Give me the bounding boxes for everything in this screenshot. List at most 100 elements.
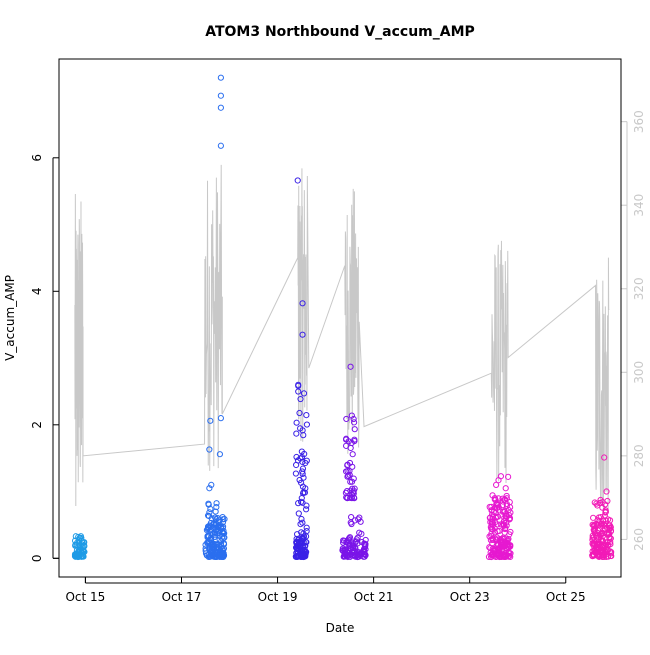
data-point bbox=[605, 529, 612, 536]
data-point bbox=[490, 521, 497, 528]
data-point bbox=[206, 485, 213, 492]
data-point bbox=[293, 453, 300, 461]
data-point bbox=[352, 538, 360, 545]
data-point bbox=[219, 519, 227, 526]
data-point bbox=[503, 551, 510, 559]
right-axis-line-series bbox=[74, 164, 610, 512]
data-point bbox=[206, 509, 213, 516]
data-point bbox=[299, 468, 306, 475]
data-point bbox=[347, 363, 354, 370]
data-point bbox=[300, 390, 308, 397]
data-point bbox=[603, 488, 610, 495]
data-point bbox=[351, 551, 358, 559]
data-point bbox=[589, 552, 596, 559]
data-point bbox=[605, 531, 612, 538]
data-point bbox=[505, 473, 512, 480]
y2-tick-label: 320 bbox=[632, 277, 646, 300]
data-point bbox=[303, 421, 311, 428]
data-point bbox=[300, 538, 307, 546]
data-point bbox=[212, 520, 219, 527]
data-point bbox=[608, 552, 615, 560]
y-tick-label: 6 bbox=[30, 154, 44, 162]
data-point bbox=[293, 419, 300, 426]
data-point bbox=[208, 548, 215, 556]
y-tick-label: 0 bbox=[30, 554, 44, 562]
data-point bbox=[489, 539, 496, 547]
data-point bbox=[499, 502, 506, 509]
data-point bbox=[294, 177, 301, 184]
x-tick-label: Oct 23 bbox=[450, 590, 490, 604]
data-point bbox=[597, 530, 604, 538]
data-point bbox=[219, 523, 227, 530]
data-point bbox=[342, 546, 349, 553]
data-point bbox=[295, 388, 302, 395]
data-point bbox=[219, 551, 226, 558]
data-point bbox=[208, 481, 215, 488]
y2-tick-label: 260 bbox=[632, 528, 646, 551]
data-point bbox=[354, 534, 361, 541]
data-point bbox=[344, 467, 351, 475]
y2-tick-label: 280 bbox=[632, 444, 646, 467]
data-point bbox=[212, 532, 219, 539]
data-point bbox=[351, 548, 358, 555]
data-point bbox=[361, 540, 368, 547]
data-point bbox=[214, 514, 221, 522]
data-point bbox=[489, 552, 497, 559]
y2-tick-label: 300 bbox=[632, 361, 646, 384]
data-point bbox=[592, 541, 599, 548]
data-point bbox=[497, 521, 504, 528]
data-point bbox=[591, 499, 598, 506]
scatter-points-layer bbox=[71, 74, 615, 561]
data-point bbox=[298, 498, 305, 506]
data-point bbox=[486, 503, 493, 511]
point-series-3 bbox=[339, 363, 369, 561]
data-point bbox=[348, 520, 355, 528]
data-point bbox=[499, 520, 507, 528]
data-point bbox=[493, 481, 500, 488]
data-point bbox=[74, 553, 81, 560]
data-point bbox=[501, 507, 508, 515]
data-point bbox=[301, 489, 308, 496]
data-point bbox=[303, 524, 310, 531]
data-point bbox=[302, 459, 309, 467]
data-point bbox=[301, 450, 308, 458]
data-point bbox=[343, 435, 350, 442]
data-point bbox=[501, 535, 508, 542]
data-point bbox=[343, 442, 350, 449]
data-point bbox=[343, 488, 351, 495]
data-point bbox=[299, 331, 306, 338]
data-point bbox=[593, 500, 600, 507]
data-point bbox=[295, 536, 302, 544]
data-point bbox=[351, 419, 358, 426]
data-point bbox=[207, 505, 214, 513]
data-point bbox=[601, 454, 608, 461]
data-point bbox=[502, 485, 509, 492]
data-point bbox=[348, 412, 355, 419]
data-point bbox=[494, 513, 502, 520]
data-point bbox=[362, 543, 369, 550]
data-point bbox=[346, 535, 353, 542]
x-tick-label: Oct 25 bbox=[546, 590, 586, 604]
data-point bbox=[495, 477, 502, 484]
x-axis-label: Date bbox=[326, 621, 355, 635]
data-point bbox=[599, 498, 606, 506]
data-point bbox=[595, 514, 603, 521]
data-point bbox=[592, 549, 599, 556]
line-series-layer bbox=[74, 164, 610, 512]
data-point bbox=[350, 475, 357, 482]
data-point bbox=[497, 553, 504, 561]
data-point bbox=[302, 485, 309, 492]
data-point bbox=[207, 417, 214, 424]
data-point bbox=[217, 415, 224, 422]
x-tick-label: Oct 19 bbox=[258, 590, 298, 604]
data-point bbox=[589, 534, 596, 541]
point-series-5 bbox=[589, 454, 615, 561]
plot-frame bbox=[58, 58, 622, 578]
data-point bbox=[204, 512, 212, 519]
point-series-4 bbox=[485, 473, 514, 561]
data-point bbox=[350, 494, 358, 501]
data-point bbox=[298, 494, 305, 502]
data-point bbox=[607, 550, 615, 557]
data-point bbox=[217, 142, 224, 149]
data-point bbox=[350, 415, 357, 423]
